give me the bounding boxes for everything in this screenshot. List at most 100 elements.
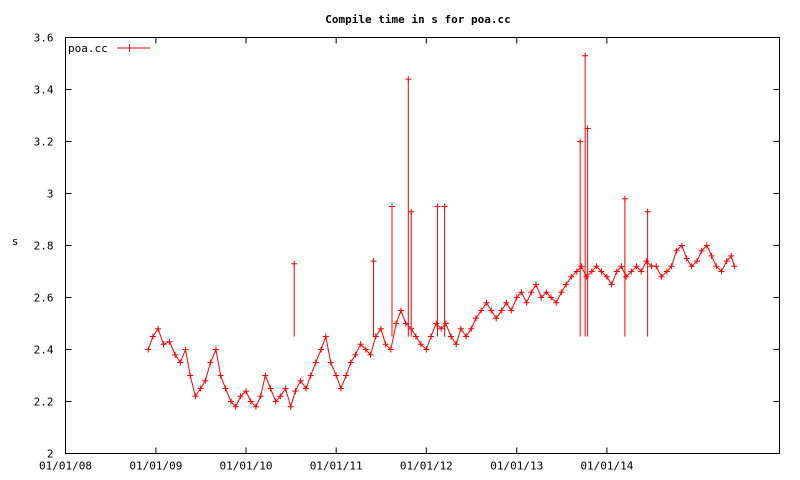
spike-point: [291, 260, 298, 267]
data-point: [307, 372, 314, 379]
data-point: [428, 333, 435, 340]
data-point: [222, 385, 229, 392]
data-point: [232, 403, 239, 410]
data-point: [543, 289, 550, 296]
data-point: [708, 252, 715, 259]
data-point: [267, 385, 274, 392]
x-tick-label: 01/01/08: [39, 460, 92, 473]
y-tick-label: 2.4: [34, 344, 54, 357]
series-poa-cc: [145, 52, 738, 410]
data-point: [172, 351, 179, 358]
data-point: [292, 388, 299, 395]
x-tick-label: 01/01/11: [310, 460, 363, 473]
x-axis: 01/01/08 01/01/09 01/01/10 01/01/11 01/01/12…: [39, 37, 634, 473]
chart-title: Compile time in s for poa.cc: [325, 13, 510, 26]
data-point: [417, 341, 424, 348]
data-point: [327, 359, 334, 366]
data-point: [718, 268, 725, 275]
data-point: [187, 372, 194, 379]
data-point: [694, 258, 701, 265]
spike-point: [621, 195, 628, 202]
data-point: [227, 398, 234, 405]
data-point: [362, 346, 369, 353]
y-tick-label: 2.8: [34, 240, 54, 253]
data-point: [457, 325, 464, 332]
data-point: [262, 372, 269, 379]
legend: poa.cc: [68, 42, 150, 55]
data-point: [202, 377, 209, 384]
data-point: [653, 263, 660, 270]
data-point: [493, 315, 500, 322]
data-point: [728, 252, 735, 259]
data-point: [553, 299, 560, 306]
data-point: [678, 242, 685, 249]
data-point: [393, 320, 400, 327]
legend-marker: [125, 44, 134, 52]
data-point: [438, 325, 445, 332]
data-point: [723, 258, 730, 265]
data-point: [618, 263, 625, 270]
data-point: [468, 325, 475, 332]
x-tick-label: 01/01/09: [129, 460, 182, 473]
data-point: [573, 268, 580, 275]
data-point: [252, 403, 259, 410]
data-point: [463, 333, 470, 340]
data-point: [503, 299, 510, 306]
data-point: [528, 289, 535, 296]
data-point: [613, 268, 620, 275]
y-tick-label: 3.6: [34, 32, 54, 45]
spike-point: [577, 138, 584, 145]
legend-label: poa.cc: [68, 42, 108, 55]
data-point: [498, 307, 505, 314]
data-point: [488, 307, 495, 314]
data-point: [412, 333, 419, 340]
data-point: [282, 385, 289, 392]
spike-point: [405, 76, 412, 83]
data-point: [177, 359, 184, 366]
y-axis-label: s: [12, 235, 19, 248]
data-point: [453, 341, 460, 348]
data-point: [673, 247, 680, 254]
series-line: [147, 244, 735, 409]
spike-point: [408, 208, 415, 215]
data-point: [588, 268, 595, 275]
data-point: [663, 268, 670, 275]
data-point: [303, 385, 310, 392]
y-tick-label: 3.2: [34, 136, 54, 149]
data-point: [583, 273, 590, 280]
data-point: [149, 333, 156, 340]
data-point: [297, 377, 304, 384]
data-point: [563, 281, 570, 288]
data-point: [318, 346, 325, 353]
data-point: [243, 388, 250, 395]
data-point: [312, 359, 319, 366]
data-point: [337, 385, 344, 392]
data-point: [518, 289, 525, 296]
data-point: [523, 299, 530, 306]
plot-frame: [65, 37, 780, 454]
data-point: [442, 320, 449, 327]
data-point: [217, 372, 224, 379]
data-point: [182, 346, 189, 353]
data-point: [538, 294, 545, 301]
data-point: [478, 307, 485, 314]
y-tick-label: 2.6: [34, 292, 54, 305]
data-point: [423, 346, 430, 353]
data-point: [568, 273, 575, 280]
data-point: [448, 333, 455, 340]
data-point: [643, 258, 650, 265]
data-point: [628, 268, 635, 275]
data-point: [578, 263, 585, 270]
spike-point: [584, 125, 591, 132]
data-point: [207, 359, 214, 366]
data-point: [713, 263, 720, 270]
data-point: [357, 341, 364, 348]
data-point: [145, 346, 152, 353]
data-point: [352, 351, 359, 358]
y-tick-label: 3: [47, 188, 54, 201]
data-point: [387, 346, 394, 353]
spike-point: [644, 208, 651, 215]
data-point: [668, 263, 675, 270]
data-point: [548, 294, 555, 301]
